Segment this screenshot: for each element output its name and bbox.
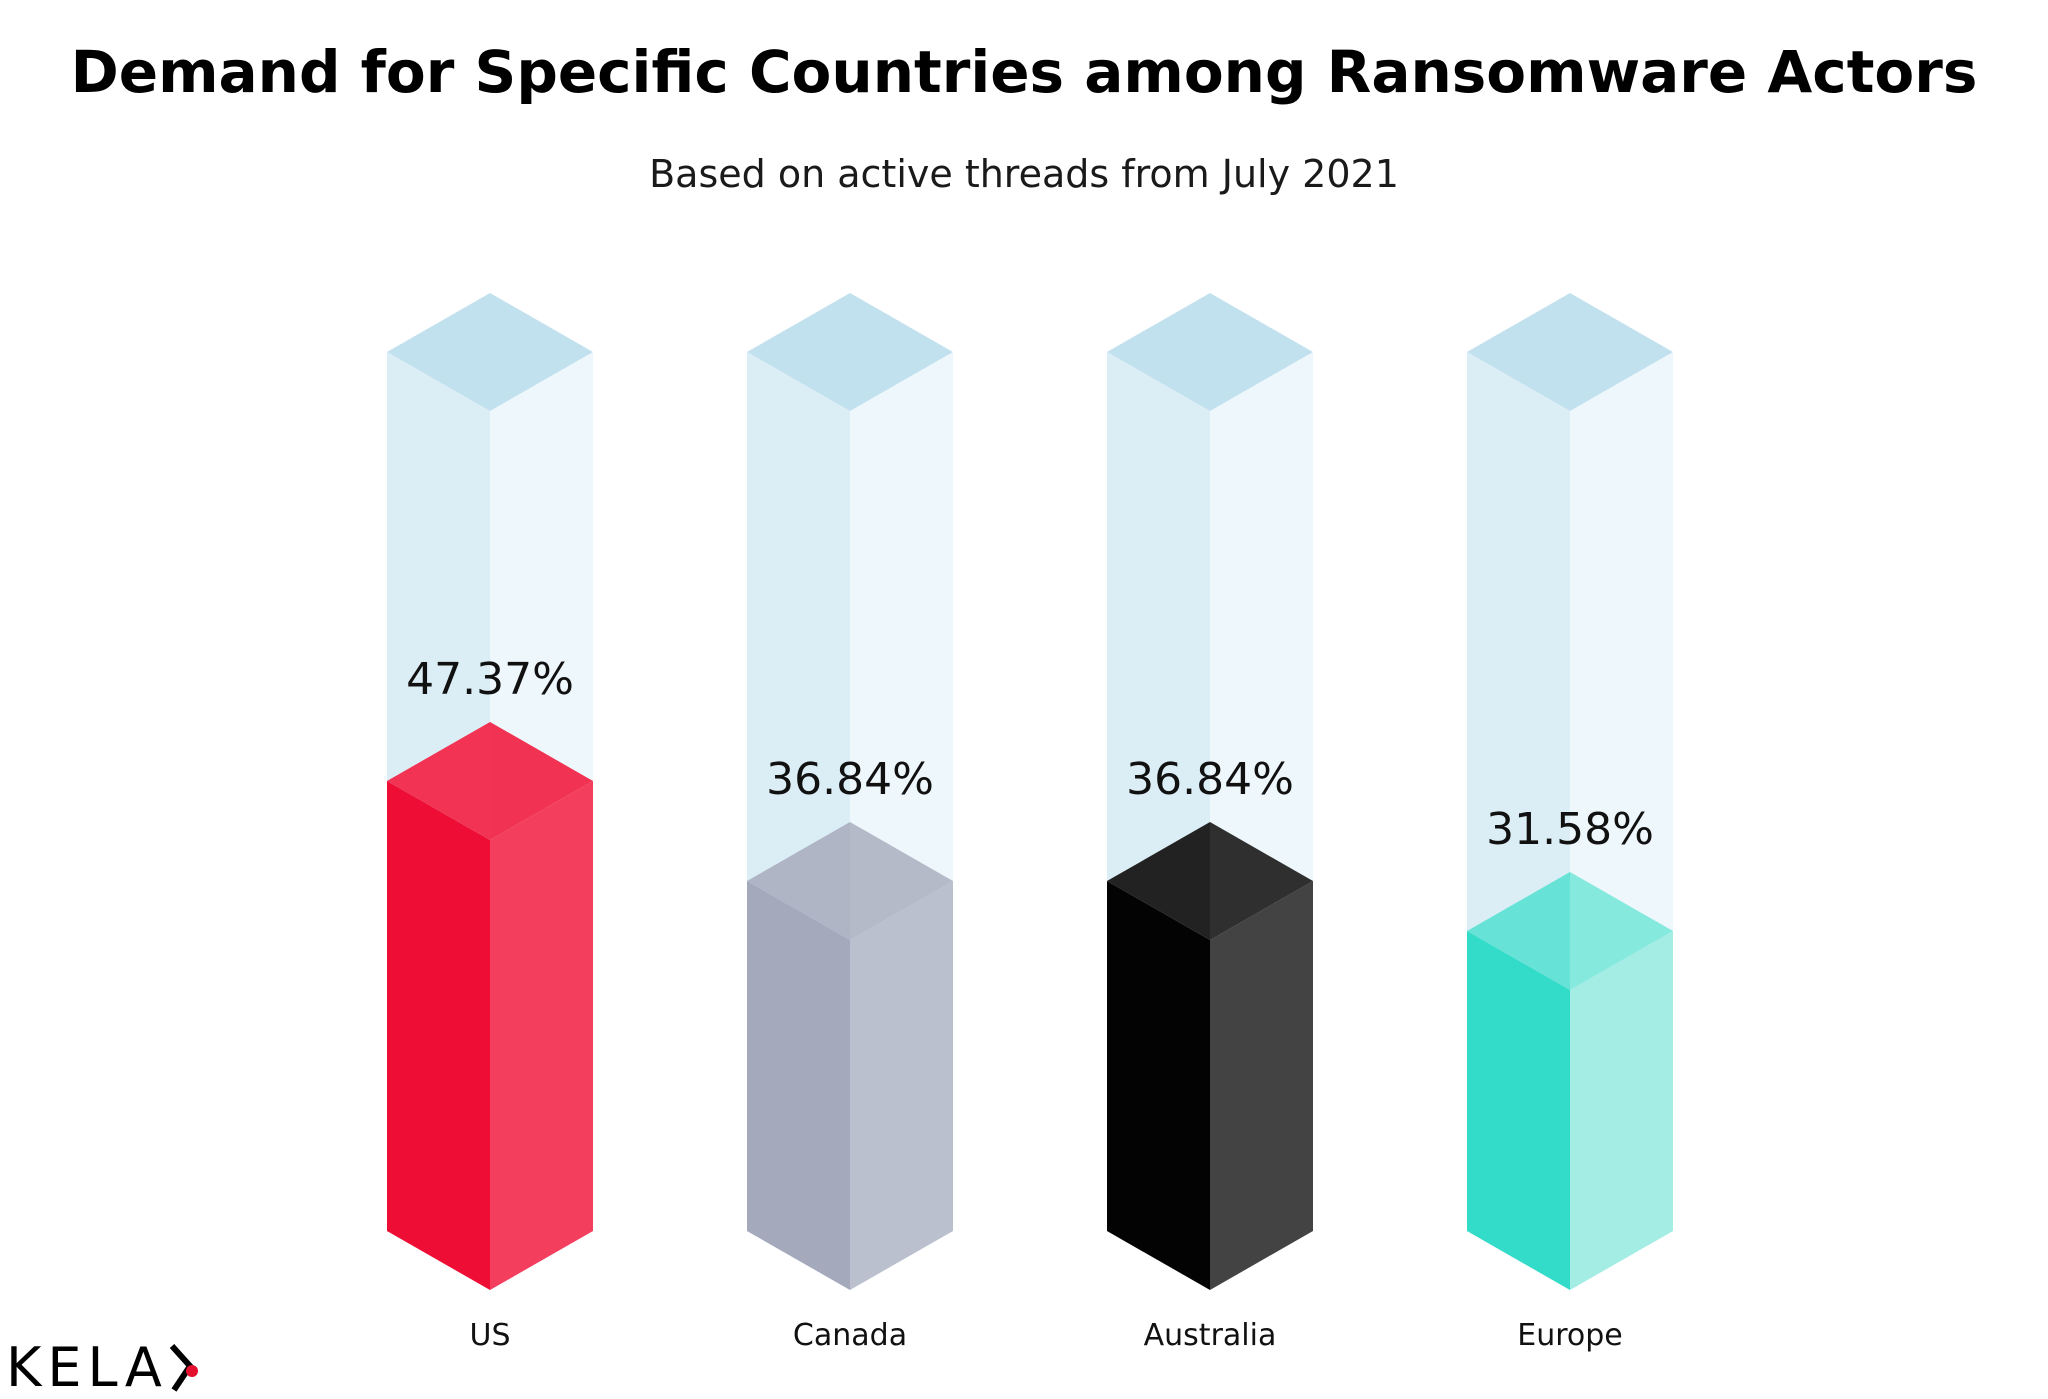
track-top-face — [747, 293, 953, 411]
bar-top-left-face — [1107, 822, 1210, 941]
category-label-us: US — [469, 1318, 510, 1353]
chart-subtitle: Based on active threads from July 2021 — [649, 152, 1399, 196]
bar-right-face — [850, 881, 953, 1290]
kela-logo: KELA — [6, 1338, 202, 1398]
kela-logo-text: KELA — [6, 1336, 168, 1399]
bar-right-face — [1210, 881, 1313, 1290]
bar-top-left-face — [387, 721, 490, 840]
bar-left-face — [747, 881, 850, 1290]
bar-top-left-face — [1467, 871, 1570, 990]
bar-group-europe — [1467, 293, 1673, 1290]
category-label-europe: Europe — [1517, 1318, 1623, 1353]
kela-logo-mark-icon — [169, 1343, 198, 1392]
bar-top-left-face — [747, 822, 850, 941]
bar-top-right-face — [850, 822, 953, 941]
chart-title: Demand for Specific Countries among Rans… — [70, 38, 1978, 106]
data-label-us: 47.37% — [406, 654, 574, 705]
category-label-canada: Canada — [793, 1318, 907, 1353]
bar-right-face — [490, 780, 593, 1290]
category-label-australia: Australia — [1144, 1318, 1277, 1353]
bar-left-face — [1107, 881, 1210, 1290]
bar-right-face — [1570, 930, 1673, 1290]
data-label-australia: 36.84% — [1126, 754, 1294, 805]
bar-left-face — [1467, 930, 1570, 1290]
track-top-face — [1467, 293, 1673, 411]
bar-top-right-face — [1210, 822, 1313, 941]
bar-top-right-face — [490, 721, 593, 840]
bar-top-right-face — [1570, 871, 1673, 990]
bar-group-australia — [1107, 293, 1313, 1290]
bar-left-face — [387, 780, 490, 1290]
track-top-face — [387, 293, 593, 411]
bar-group-us — [387, 293, 593, 1290]
track-top-face — [1107, 293, 1313, 411]
data-label-canada: 36.84% — [766, 754, 934, 805]
data-label-europe: 31.58% — [1486, 804, 1654, 855]
bar-group-canada — [747, 293, 953, 1290]
